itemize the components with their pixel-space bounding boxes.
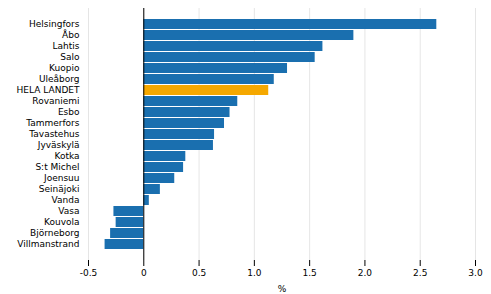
svg-text:Kuopio: Kuopio (49, 63, 80, 73)
svg-text:Björneborg: Björneborg (30, 228, 79, 238)
svg-text:Rovaniemi: Rovaniemi (32, 96, 79, 106)
svg-text:Lahtis: Lahtis (53, 41, 80, 51)
svg-text:Joensuu: Joensuu (43, 173, 80, 183)
svg-text:Tammerfors: Tammerfors (25, 118, 80, 128)
svg-text:%: % (278, 284, 287, 294)
svg-text:Uleåborg: Uleåborg (39, 74, 80, 84)
svg-text:Villmanstrand: Villmanstrand (17, 239, 79, 249)
svg-text:0.5: 0.5 (192, 268, 206, 278)
svg-text:HELA LANDET: HELA LANDET (17, 85, 80, 95)
svg-text:Helsingfors: Helsingfors (29, 19, 80, 29)
svg-text:Tavastehus: Tavastehus (28, 129, 80, 139)
svg-text:Kouvola: Kouvola (44, 217, 80, 227)
svg-text:Vasa: Vasa (58, 206, 79, 216)
svg-text:Jyväskylä: Jyväskylä (37, 140, 80, 150)
svg-text:Åbo: Åbo (62, 29, 80, 40)
svg-text:1.0: 1.0 (247, 268, 262, 278)
svg-text:1.5: 1.5 (302, 268, 316, 278)
svg-text:Esbo: Esbo (58, 107, 80, 117)
svg-text:S:t Michel: S:t Michel (35, 162, 79, 172)
svg-text:2.5: 2.5 (413, 268, 427, 278)
svg-text:Seinäjoki: Seinäjoki (39, 184, 80, 194)
svg-text:Salo: Salo (60, 52, 80, 62)
svg-text:0: 0 (141, 268, 147, 278)
svg-text:3.0: 3.0 (468, 268, 483, 278)
svg-text:Kotka: Kotka (54, 151, 79, 161)
svg-text:Vanda: Vanda (52, 195, 80, 205)
svg-text:-0.5: -0.5 (80, 268, 98, 278)
svg-text:2.0: 2.0 (358, 268, 373, 278)
